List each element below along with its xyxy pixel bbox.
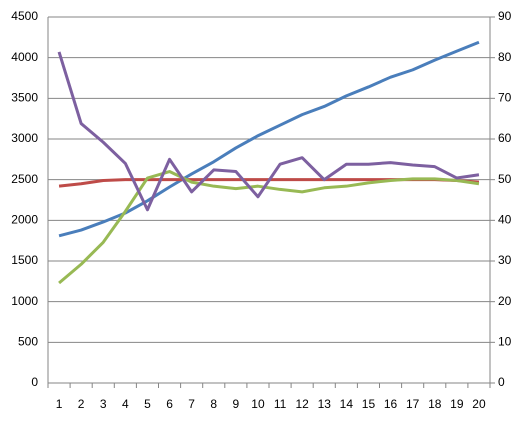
y-tick-label: 4500 [11, 9, 38, 23]
x-tick-label: 6 [166, 397, 173, 411]
x-tick-label: 15 [362, 397, 376, 411]
x-tick-label: 18 [428, 397, 442, 411]
x-tick-label: 7 [188, 397, 195, 411]
y-tick-label: 0 [31, 375, 38, 389]
x-tick-label: 17 [406, 397, 420, 411]
y2-tick-label: 40 [498, 213, 512, 227]
series-line [58, 170, 480, 285]
x-tick-label: 3 [100, 397, 107, 411]
y2-tick-label: 70 [498, 91, 512, 105]
y-tick-label: 1500 [11, 253, 38, 267]
y2-tick-label: 0 [498, 375, 505, 389]
y2-tick-label: 60 [498, 131, 512, 145]
x-tick-label: 12 [295, 397, 309, 411]
y-tick-label: 4000 [11, 50, 38, 64]
y-tick-label: 1000 [11, 294, 38, 308]
x-tick-label: 5 [144, 397, 151, 411]
series-line [58, 40, 480, 238]
x-tick-label: 19 [450, 397, 464, 411]
series-line [57, 51, 480, 212]
y2-tick-label: 20 [498, 294, 512, 308]
x-tick-label: 1 [56, 397, 63, 411]
x-tick-label: 13 [318, 397, 332, 411]
y-tick-label: 3500 [11, 91, 38, 105]
x-tick-label: 10 [251, 397, 265, 411]
x-tick-label: 16 [384, 397, 398, 411]
x-tick-label: 4 [122, 397, 129, 411]
y2-tick-label: 80 [498, 50, 512, 64]
x-tick-label: 9 [233, 397, 240, 411]
x-tick-label: 8 [210, 397, 217, 411]
x-tick-label: 2 [78, 397, 85, 411]
x-tick-label: 20 [472, 397, 486, 411]
y-tick-label: 2000 [11, 213, 38, 227]
y-tick-label: 2500 [11, 172, 38, 186]
x-tick-label: 14 [340, 397, 354, 411]
x-tick-label: 11 [274, 397, 287, 411]
y2-tick-label: 50 [498, 172, 512, 186]
y-tick-label: 3000 [11, 131, 38, 145]
y-tick-label: 500 [18, 335, 38, 349]
y2-tick-label: 30 [498, 253, 512, 267]
y2-tick-label: 90 [498, 9, 512, 23]
y2-tick-label: 10 [498, 335, 512, 349]
